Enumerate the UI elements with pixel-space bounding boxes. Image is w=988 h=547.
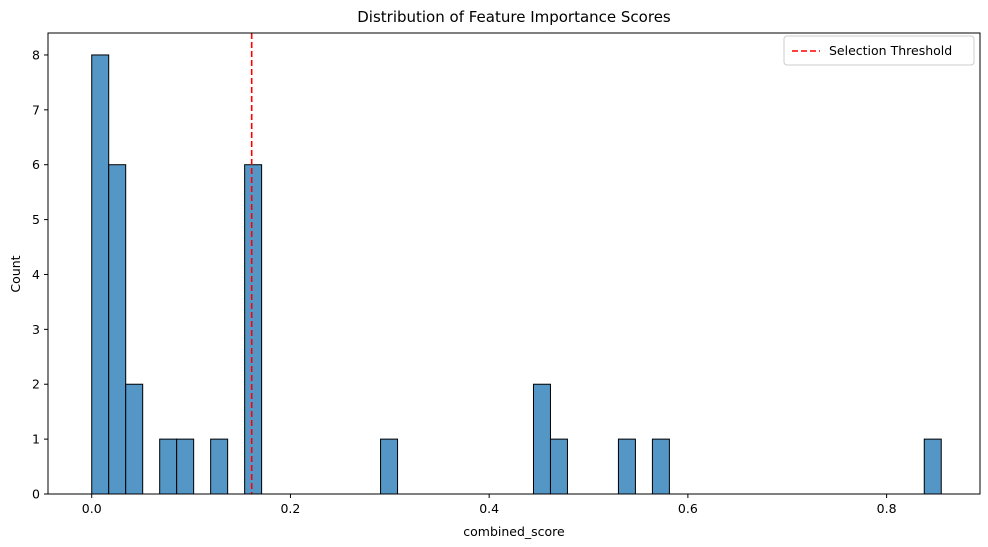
chart-title: Distribution of Feature Importance Score… (357, 8, 671, 26)
y-axis-ticks: 0 1 2 3 4 5 6 7 8 (32, 47, 48, 502)
y-tick-label-7: 7 (32, 102, 40, 117)
y-axis-label: Count (8, 255, 23, 292)
histogram-bar-11 (651, 438, 670, 495)
x-tick-label-2: 0.4 (479, 501, 499, 516)
x-axis-label: combined_score (463, 524, 565, 539)
y-tick-label-1: 1 (32, 432, 40, 447)
x-tick-label-0: 0.0 (82, 501, 102, 516)
x-tick-label-1: 0.2 (280, 501, 300, 516)
histogram-bar-8 (532, 383, 551, 495)
y-tick-label-2: 2 (32, 377, 40, 392)
histogram-bar-3 (159, 438, 178, 495)
x-axis-ticks: 0.0 0.2 0.4 0.6 0.8 (82, 494, 897, 516)
y-tick-label-6: 6 (32, 157, 40, 172)
y-tick-label-8: 8 (32, 47, 40, 62)
y-tick-label-3: 3 (32, 322, 40, 337)
legend-box (783, 35, 975, 66)
histogram-bar-1 (108, 164, 127, 495)
y-tick-label-0: 0 (32, 487, 40, 502)
histogram-bar-12 (923, 438, 942, 495)
bars-group (91, 54, 942, 495)
histogram-bar-7 (380, 438, 399, 495)
x-tick-label-4: 0.8 (877, 501, 897, 516)
histogram-bar-0 (91, 54, 110, 495)
legend: Selection Threshold (783, 35, 975, 66)
y-tick-label-4: 4 (32, 267, 40, 282)
plot-frame (47, 32, 981, 495)
histogram-bar-5 (210, 438, 229, 495)
histogram-bar-2 (125, 383, 144, 495)
y-tick-label-5: 5 (32, 212, 40, 227)
histogram-bar-4 (176, 438, 195, 495)
histogram-bar-9 (549, 438, 568, 495)
histogram-bar-10 (617, 438, 636, 495)
x-tick-label-3: 0.6 (678, 501, 698, 516)
legend-threshold-label: Selection Threshold (829, 43, 952, 58)
histogram-bar-6 (244, 164, 263, 495)
